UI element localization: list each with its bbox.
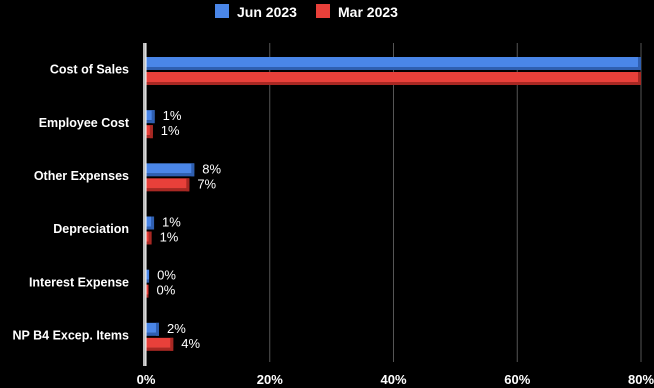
category-label: Cost of Sales [50,63,129,77]
bar-jun-2023 [146,110,155,124]
bar-mar-2023 [146,337,174,351]
bar-jun-2023 [146,322,159,336]
value-axis: 0% 20% 40% 60% 80% [137,43,654,387]
legend-swatch-1 [215,4,229,18]
data-label: 0% [156,283,175,298]
data-label: 8% [202,161,221,176]
category-label: NP B4 Excep. Items [13,328,130,342]
bar-mar-2023 [146,72,641,85]
bar-jun-2023 [146,57,641,70]
legend-label-2: Mar 2023 [338,4,398,20]
data-label: 0% [157,268,176,283]
data-label: 2% [167,321,186,336]
bar-jun-2023 [146,216,155,230]
data-label: 4% [181,336,200,351]
category-label: Interest Expense [29,275,129,289]
category-label: Other Expenses [34,169,129,183]
data-label: 1% [162,215,181,230]
x-tick-label: 40% [380,372,406,387]
bar-mar-2023 [146,231,152,245]
gridlines [269,43,642,362]
category-label: Depreciation [53,222,129,236]
legend-label-1: Jun 2023 [237,4,297,20]
axis-baseline [143,43,146,366]
bar-jun-2023 [146,163,195,177]
x-tick-label: 20% [257,372,283,387]
bar-mar-2023 [146,178,190,192]
data-label: 1% [161,123,180,138]
legend: Jun 2023 Mar 2023 [215,4,398,20]
bar-mar-2023 [146,284,149,298]
bar-jun-2023 [146,269,150,283]
data-label: 1% [160,230,179,245]
legend-swatch-2 [316,4,330,18]
data-label: 1% [163,108,182,123]
data-label: 7% [197,176,216,191]
x-tick-label: 0% [137,372,156,387]
x-tick-label: 60% [504,372,530,387]
x-tick-label: 80% [628,372,654,387]
category-label: Employee Cost [39,116,130,130]
bar-mar-2023 [146,125,153,139]
